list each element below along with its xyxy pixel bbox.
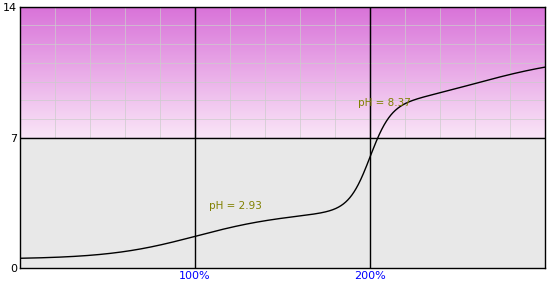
Text: pH = 8.37: pH = 8.37 (358, 98, 410, 108)
Bar (20, 138, 545, 268)
Text: pH = 2.93: pH = 2.93 (209, 201, 262, 211)
